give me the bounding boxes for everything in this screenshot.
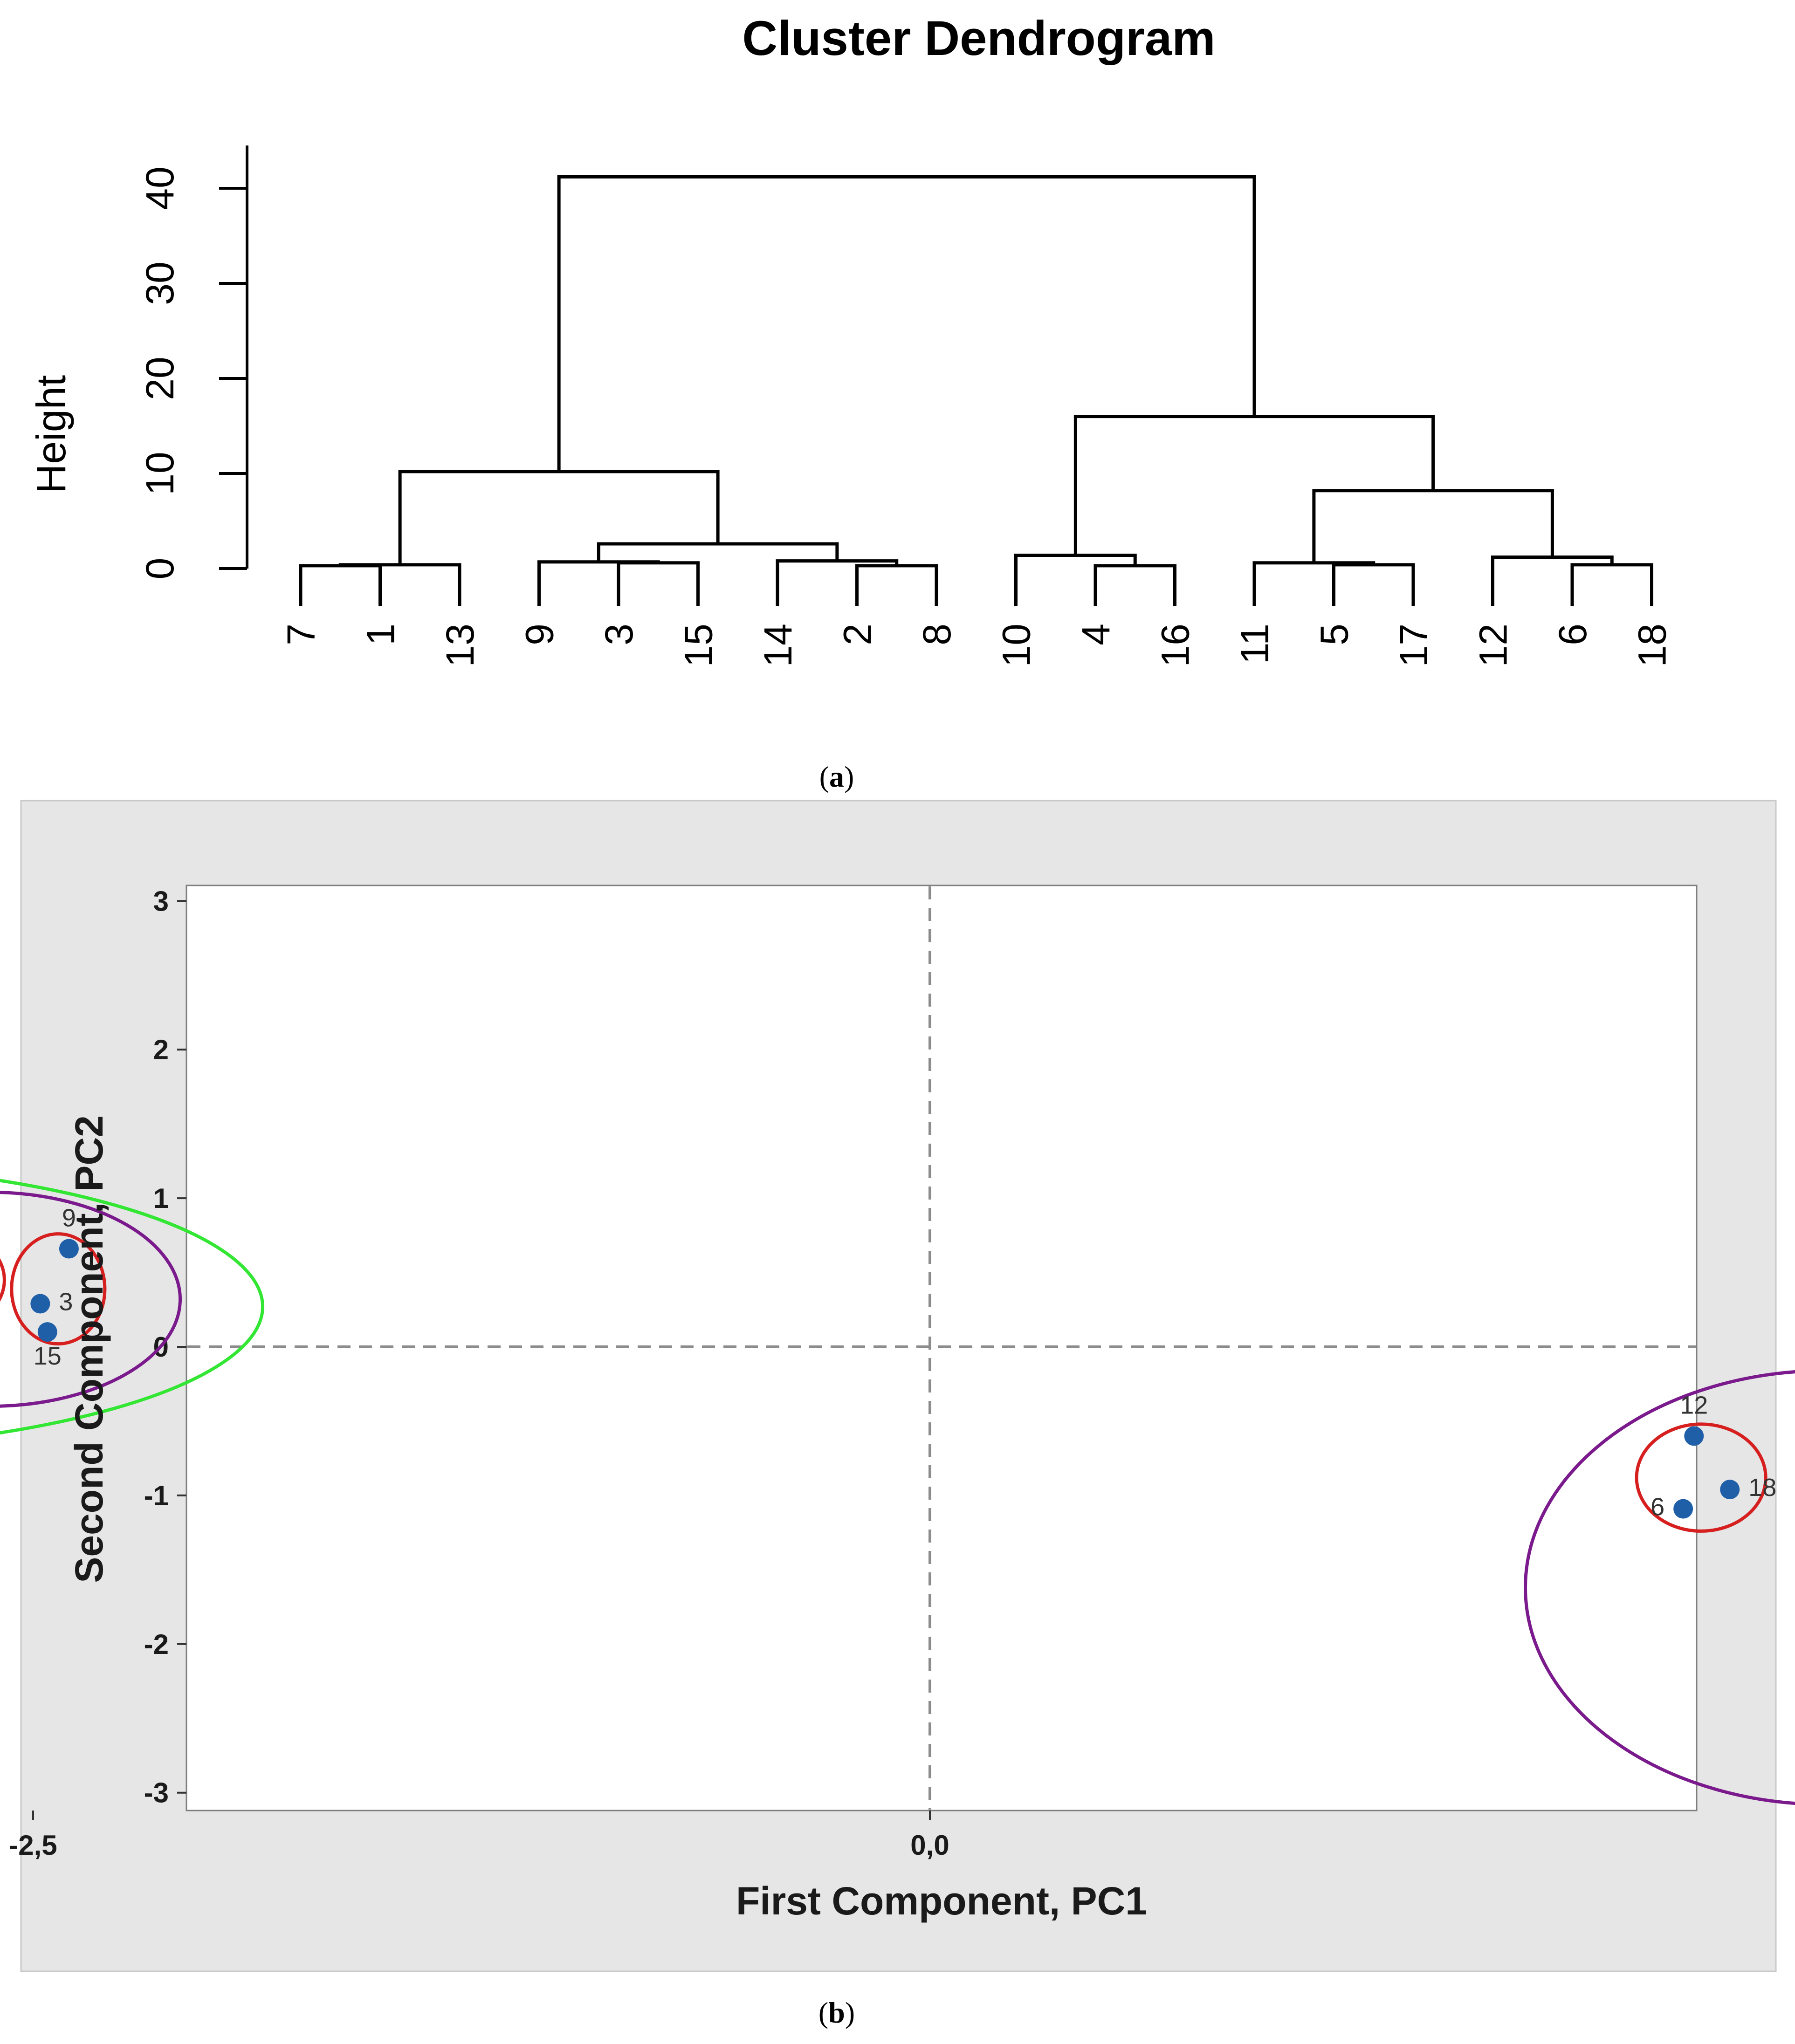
pca-cluster-ellipses <box>0 1179 1795 1805</box>
pca-point <box>59 1239 79 1259</box>
dendrogram-leaf-label: 4 <box>1074 624 1118 645</box>
dendrogram-y-tick-label: 0 <box>138 558 182 580</box>
dendrogram-leaf-label: 18 <box>1630 624 1674 667</box>
pca-point <box>1720 1480 1740 1500</box>
dendrogram-leaf-label: 6 <box>1551 624 1595 645</box>
dendrogram-leaf-labels: 7 1 13 9 3 15 14 2 8 10 4 16 11 5 17 12 6 18 <box>279 624 1674 667</box>
dendrogram-link <box>398 470 720 565</box>
panel-a-caption-letter: a <box>829 760 844 793</box>
dendrogram-leaf-label: 9 <box>518 624 562 645</box>
dendrogram-y-tick-label: 40 <box>138 166 182 210</box>
dendrogram-link <box>1332 563 1415 606</box>
pca-cluster-ellipse-green <box>0 1179 264 1435</box>
pca-points: 171328149315104161218611175 <box>30 1204 1776 1521</box>
pca-cluster-ellipse-red <box>0 1258 6 1302</box>
dendrogram-y-axis-label: Height <box>28 375 74 494</box>
pca-y-tick-label: 1 <box>153 1183 169 1214</box>
pca-y-tick-label: 2 <box>153 1034 169 1065</box>
pca-point <box>30 1294 50 1314</box>
dendrogram-leaf-label: 15 <box>677 624 721 667</box>
pca-point-label: 3 <box>59 1288 73 1316</box>
dendrogram-link <box>1570 563 1653 606</box>
dendrogram-link <box>1252 561 1375 606</box>
pca-x-axis-label: First Component, PC1 <box>736 1879 1147 1923</box>
panel-b-caption-letter: b <box>828 1996 845 2029</box>
pca-point-label: 9 <box>62 1204 76 1232</box>
pca-point <box>37 1322 57 1342</box>
pca-cluster-ellipse-red <box>1635 1422 1767 1533</box>
dendrogram-link <box>1073 415 1435 556</box>
dendrogram-leaf-label: 1 <box>359 624 403 645</box>
panel-a-caption: (a) <box>819 760 854 793</box>
pca-y-axis-label: Second Component, PC2 <box>67 1115 111 1583</box>
dendrogram-leaf-label: 7 <box>279 624 323 645</box>
dendrogram-link <box>1014 553 1137 606</box>
dendrogram-link <box>1312 489 1554 563</box>
pca-cluster-ellipse-purple <box>0 1191 182 1408</box>
pca-point-label: 18 <box>1748 1474 1776 1502</box>
dendrogram-link <box>1094 564 1176 606</box>
dendrogram-leaf-label: 12 <box>1472 624 1515 667</box>
pca-point-label: 6 <box>1651 1493 1664 1521</box>
panel-b-caption: (b) <box>818 1996 855 2029</box>
dendrogram-leaf-label: 16 <box>1154 624 1197 667</box>
dendrogram-y-tick-label: 20 <box>138 357 182 400</box>
dendrogram-link <box>855 564 938 606</box>
dendrogram-link <box>776 559 899 606</box>
pca-point <box>1684 1426 1704 1446</box>
dendrogram-link <box>597 542 839 562</box>
pca-x-tick-label: -2,5 <box>9 1830 57 1861</box>
pca-point-label: 12 <box>1680 1391 1708 1419</box>
dendrogram-y-axis: 0 10 20 30 40 <box>138 145 248 580</box>
dendrogram-leaf-label: 17 <box>1392 624 1436 667</box>
pca-x-tick-label: 0,0 <box>910 1830 949 1861</box>
dendrogram-leaf-label: 3 <box>597 624 641 645</box>
pca-reference-lines <box>187 886 1696 1810</box>
pca-y-tick-label: 3 <box>153 885 169 917</box>
dendrogram-link <box>617 561 700 606</box>
dendrogram-link <box>338 563 461 606</box>
dendrogram-leaf-label: 13 <box>438 624 482 667</box>
pca-cluster-ellipse-purple <box>1524 1370 1795 1805</box>
pca-y-tick-label: -2 <box>144 1629 169 1660</box>
dendrogram-leaf-label: 10 <box>995 624 1038 667</box>
pca-point <box>1673 1499 1693 1519</box>
pca-y-tick-label: -3 <box>144 1777 169 1809</box>
dendrogram-links <box>299 175 1653 606</box>
dendrogram-link <box>299 564 382 606</box>
pca-cluster-ellipse-red <box>10 1232 107 1346</box>
dendrogram-leaf-label: 14 <box>756 624 800 667</box>
dendrogram-y-tick-label: 30 <box>138 261 182 305</box>
dendrogram-y-tick-label: 10 <box>138 452 182 495</box>
dendrogram-leaf-label: 5 <box>1313 624 1356 645</box>
dendrogram-leaf-label: 8 <box>915 624 959 645</box>
dendrogram-title: Cluster Dendrogram <box>742 11 1215 66</box>
pca-y-tick-label: -1 <box>144 1480 169 1511</box>
pca-point-label: 15 <box>34 1342 62 1370</box>
dendrogram-leaf-label: 2 <box>836 624 880 645</box>
dendrogram-link <box>557 175 1256 472</box>
dendrogram-leaf-label: 11 <box>1233 624 1277 664</box>
dendrogram-link <box>537 560 660 606</box>
